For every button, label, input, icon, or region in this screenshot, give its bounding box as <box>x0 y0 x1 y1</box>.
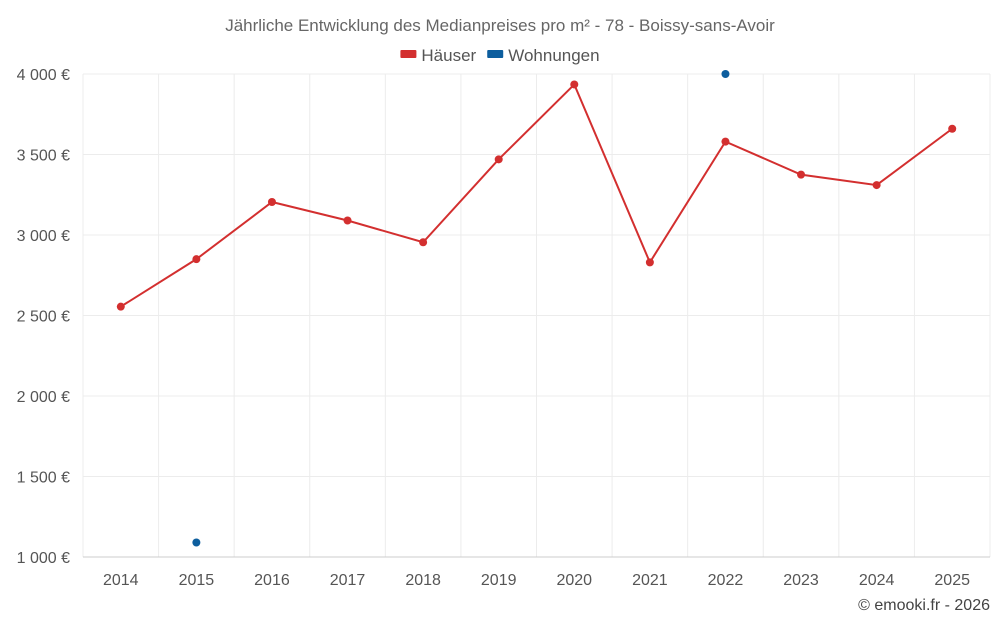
legend-item[interactable]: Häuser <box>400 46 477 65</box>
series-layer <box>116 70 957 547</box>
data-point[interactable] <box>872 181 881 190</box>
chart-title: Jährliche Entwicklung des Medianpreises … <box>225 16 775 35</box>
legend-label: Wohnungen <box>508 46 599 65</box>
x-tick-label: 2020 <box>556 572 592 589</box>
x-tick-label: 2019 <box>481 572 517 589</box>
x-tick-label: 2016 <box>254 572 290 589</box>
credit-text: © emooki.fr - 2026 <box>858 597 990 614</box>
data-point[interactable] <box>721 137 730 146</box>
x-tick-label: 2025 <box>934 572 970 589</box>
series-1 <box>116 80 957 311</box>
x-tick-label: 2017 <box>330 572 366 589</box>
data-point[interactable] <box>948 124 957 133</box>
data-point[interactable] <box>797 170 806 179</box>
data-point[interactable] <box>267 197 276 206</box>
x-tick-label: 2024 <box>859 572 895 589</box>
legend: Häuser Wohnungen <box>400 46 600 65</box>
y-tick-label: 4 000 € <box>17 67 70 84</box>
x-tick-label: 2014 <box>103 572 139 589</box>
grid <box>82 73 991 558</box>
legend-label: Häuser <box>421 46 476 65</box>
data-point[interactable] <box>494 155 503 164</box>
series-line <box>120 82 953 308</box>
data-point[interactable] <box>116 302 125 311</box>
data-point[interactable] <box>721 70 730 78</box>
y-tick-label: 3 000 € <box>17 228 70 245</box>
y-tick-label: 2 000 € <box>17 389 70 406</box>
x-tick-label: 2022 <box>708 572 744 589</box>
x-tick-label: 2021 <box>632 572 668 589</box>
legend-swatch <box>487 50 504 58</box>
legend-swatch <box>400 50 417 58</box>
data-point[interactable] <box>570 80 579 89</box>
x-tick-label: 2023 <box>783 572 819 589</box>
y-tick-label: 1 500 € <box>17 470 70 487</box>
x-tick-label: 2018 <box>405 572 441 589</box>
x-tick-label: 2015 <box>179 572 215 589</box>
y-tick-label: 3 500 € <box>17 148 70 165</box>
axes: 1 000 € 1 500 € 2 000 € 2 500 € 3 000 € 3 500… <box>17 67 990 589</box>
series-2 <box>192 70 730 547</box>
data-point[interactable] <box>343 216 352 225</box>
legend-item[interactable]: Wohnungen <box>487 46 600 65</box>
data-point[interactable] <box>192 255 201 264</box>
data-point[interactable] <box>419 238 428 247</box>
y-tick-label: 1 000 € <box>17 550 70 567</box>
data-point[interactable] <box>192 538 201 547</box>
data-point[interactable] <box>645 258 654 267</box>
y-tick-label: 2 500 € <box>17 309 70 326</box>
